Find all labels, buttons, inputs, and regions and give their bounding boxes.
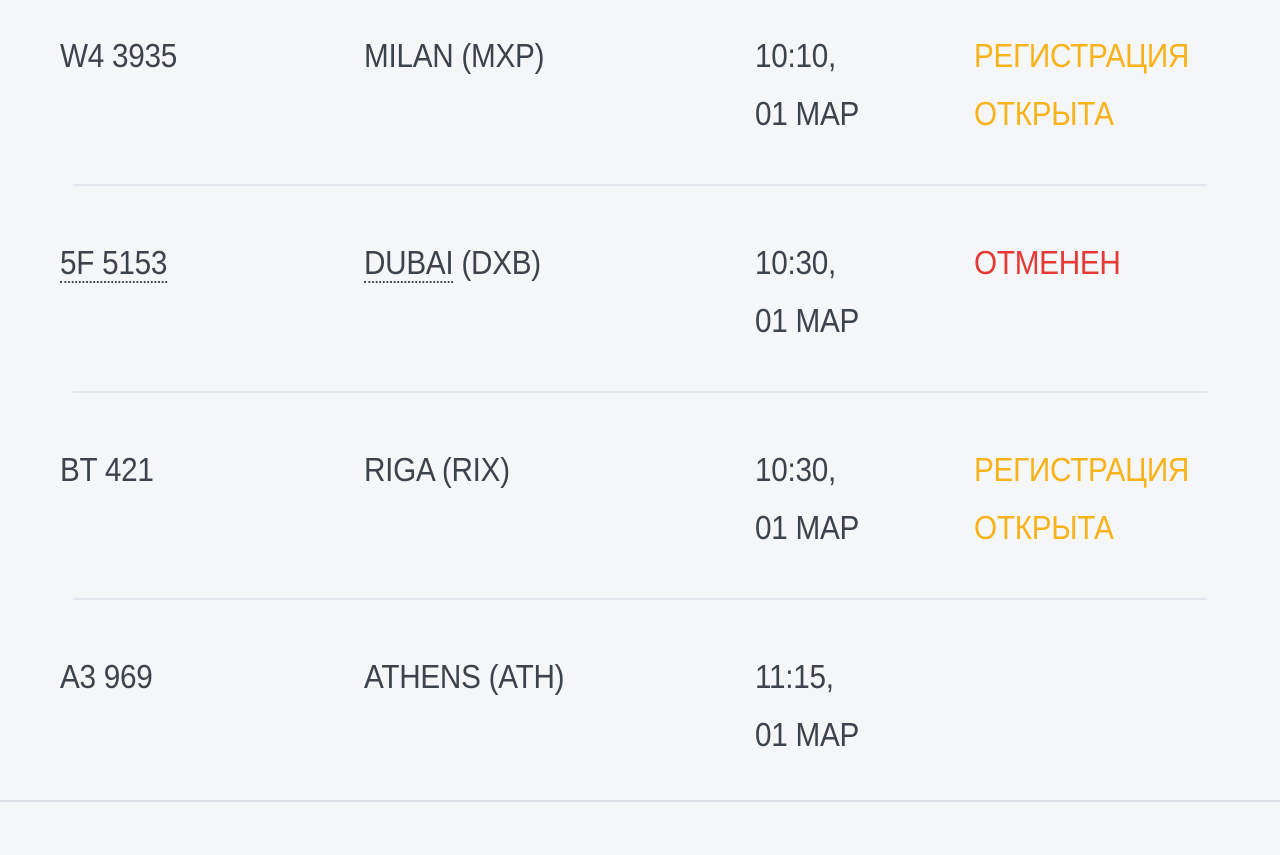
status-badge: ОТМЕНЕН xyxy=(974,244,1121,281)
table-row: W4 3935 MILAN (MXP) 10:10, 01 MAP РЕГИСТР… xyxy=(0,27,1280,234)
destination: ATHENS (ATH) xyxy=(364,658,565,695)
date: 01 MAP xyxy=(755,509,860,546)
destination-code: (DXB) xyxy=(453,244,541,281)
destination: MILAN (MXP) xyxy=(364,37,545,74)
flight-link-text[interactable]: 5F 5153 xyxy=(60,244,168,283)
divider xyxy=(73,598,1207,600)
table-row: BT 421 RIGA (RIX) 10:30, 01 MAP РЕГИСТРАЦ… xyxy=(0,441,1280,648)
time: 10:30, xyxy=(755,451,836,488)
destination: RIGA (RIX) xyxy=(364,451,510,488)
flight-number: A3 969 xyxy=(60,658,153,695)
departure-time: 10:30, 01 MAP xyxy=(755,441,859,557)
status-badge: РЕГИСТРАЦИЯ ОТКРЫТА xyxy=(974,451,1190,546)
departure-time: 11:15, 01 MAP xyxy=(755,648,859,764)
flight-number: W4 3935 xyxy=(60,37,177,74)
time: 10:10, xyxy=(755,37,836,74)
departure-time: 10:10, 01 MAP xyxy=(755,27,859,143)
divider xyxy=(73,184,1207,186)
flight-number: BT 421 xyxy=(60,451,154,488)
date: 01 MAP xyxy=(755,95,860,132)
destination-link[interactable]: DUBAI xyxy=(364,244,454,283)
time: 10:30, xyxy=(755,244,836,281)
date: 01 MAP xyxy=(755,302,860,339)
flight-number-link[interactable]: 5F 5153 xyxy=(60,234,167,292)
divider xyxy=(73,391,1207,393)
date: 01 MAP xyxy=(755,716,860,753)
table-row: 5F 5153 DUBAI (DXB) 10:30, 01 MAP ОТМЕНЕН xyxy=(0,234,1280,441)
table-row: A3 969 ATHENS (ATH) 11:15, 01 MAP xyxy=(0,648,1280,855)
destination: DUBAI (DXB) xyxy=(364,234,541,292)
time: 11:15, xyxy=(755,658,834,695)
bottom-border xyxy=(0,800,1280,802)
departure-time: 10:30, 01 MAP xyxy=(755,234,859,350)
status-badge: РЕГИСТРАЦИЯ ОТКРЫТА xyxy=(974,37,1190,132)
